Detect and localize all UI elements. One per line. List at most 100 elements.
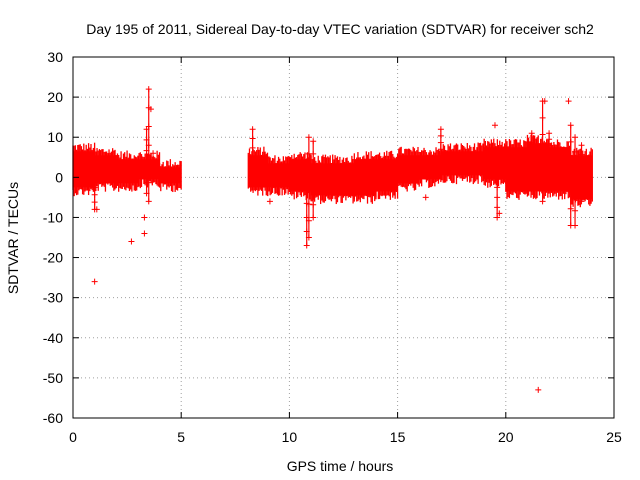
spike-marker (567, 122, 574, 129)
data-point (91, 278, 98, 285)
spike-marker (578, 179, 585, 186)
spike-marker (572, 148, 579, 155)
spike-marker (143, 147, 150, 154)
data-spike (572, 134, 579, 229)
data-point (141, 230, 148, 237)
spike-marker (567, 189, 574, 196)
spike-marker (305, 201, 312, 208)
y-tick-label: -20 (43, 250, 63, 266)
spike-marker (494, 154, 501, 161)
data-point (141, 214, 148, 221)
spike-marker (305, 184, 312, 191)
spike-marker (546, 148, 553, 155)
spike-marker (567, 155, 574, 162)
data-spike (249, 126, 256, 189)
spike-marker (572, 178, 579, 185)
spike-marker (494, 164, 501, 171)
data-band (461, 142, 485, 185)
spike-marker (494, 204, 501, 211)
spike-marker (528, 130, 535, 137)
spike-marker (539, 114, 546, 121)
spike-marker (310, 176, 317, 183)
data-spike (310, 138, 317, 221)
spike-marker (572, 193, 579, 200)
data-spike (528, 130, 535, 193)
y-tick-label: 0 (55, 169, 63, 185)
data-band (505, 138, 529, 200)
spike-marker (143, 136, 150, 143)
data-band (548, 139, 572, 200)
data-spike (567, 122, 574, 229)
y-tick-label: -40 (43, 330, 63, 346)
spike-marker (249, 135, 256, 142)
spike-marker (567, 172, 574, 179)
spike-marker (305, 217, 312, 224)
spike-marker (578, 151, 585, 158)
spike-marker (494, 194, 501, 201)
spike-marker (305, 134, 312, 141)
x-tick-label: 15 (390, 429, 406, 445)
spike-marker (91, 162, 98, 169)
spike-marker (572, 163, 579, 170)
data-point (491, 122, 498, 129)
data-point (93, 206, 100, 213)
spike-marker (437, 126, 444, 133)
spike-marker (539, 164, 546, 171)
spike-marker (437, 159, 444, 166)
spike-marker (539, 198, 546, 205)
spike-marker (494, 174, 501, 181)
data-band (267, 155, 291, 197)
data-band (375, 150, 399, 200)
spike-marker (249, 144, 256, 151)
spike-marker (91, 191, 98, 198)
data-band (288, 152, 312, 201)
spike-marker (249, 126, 256, 133)
spike-marker (310, 163, 317, 170)
spike-marker (546, 130, 553, 137)
data-band (418, 147, 442, 188)
spike-marker (305, 234, 312, 241)
data-spike (546, 130, 553, 173)
spike-marker (567, 205, 574, 212)
data-spike (494, 154, 501, 221)
data-point (150, 150, 157, 157)
spike-marker (539, 181, 546, 188)
spike-marker (572, 134, 579, 141)
data-point (266, 198, 273, 205)
y-tick-label: -30 (43, 290, 63, 306)
data-band (93, 148, 117, 192)
spike-marker (310, 214, 317, 221)
data-band (526, 134, 550, 200)
data-band (115, 150, 139, 192)
data-spike (578, 142, 585, 205)
x-axis-label: GPS time / hours (287, 458, 394, 474)
spike-marker (528, 139, 535, 146)
tick-labels: 0 5 10 15 20 25 30 20 10 0 -10 -20 -30 -40 -50 -60 (43, 49, 622, 445)
spike-marker (143, 168, 150, 175)
data-band (483, 138, 507, 188)
spike-marker (528, 158, 535, 165)
spike-marker (546, 136, 553, 143)
spike-marker (91, 199, 98, 206)
data-point (496, 210, 503, 217)
grid-lines (73, 57, 614, 418)
spike-marker (143, 126, 150, 133)
data-spike (539, 98, 546, 205)
y-tick-label: -50 (43, 370, 63, 386)
y-axis-label: SDTVAR / TECUs (5, 182, 21, 294)
spike-marker (578, 160, 585, 167)
y-tick-label: -60 (43, 410, 63, 426)
spike-marker (249, 182, 256, 189)
spike-marker (546, 154, 553, 161)
data-point (535, 386, 542, 393)
spike-marker (572, 207, 579, 214)
spike-marker (567, 138, 574, 145)
spike-marker (143, 158, 150, 165)
spike-marker (528, 186, 535, 193)
axis-ticks (72, 56, 615, 419)
spike-marker (437, 166, 444, 173)
spike-marker (310, 150, 317, 157)
spike-marker (539, 131, 546, 138)
